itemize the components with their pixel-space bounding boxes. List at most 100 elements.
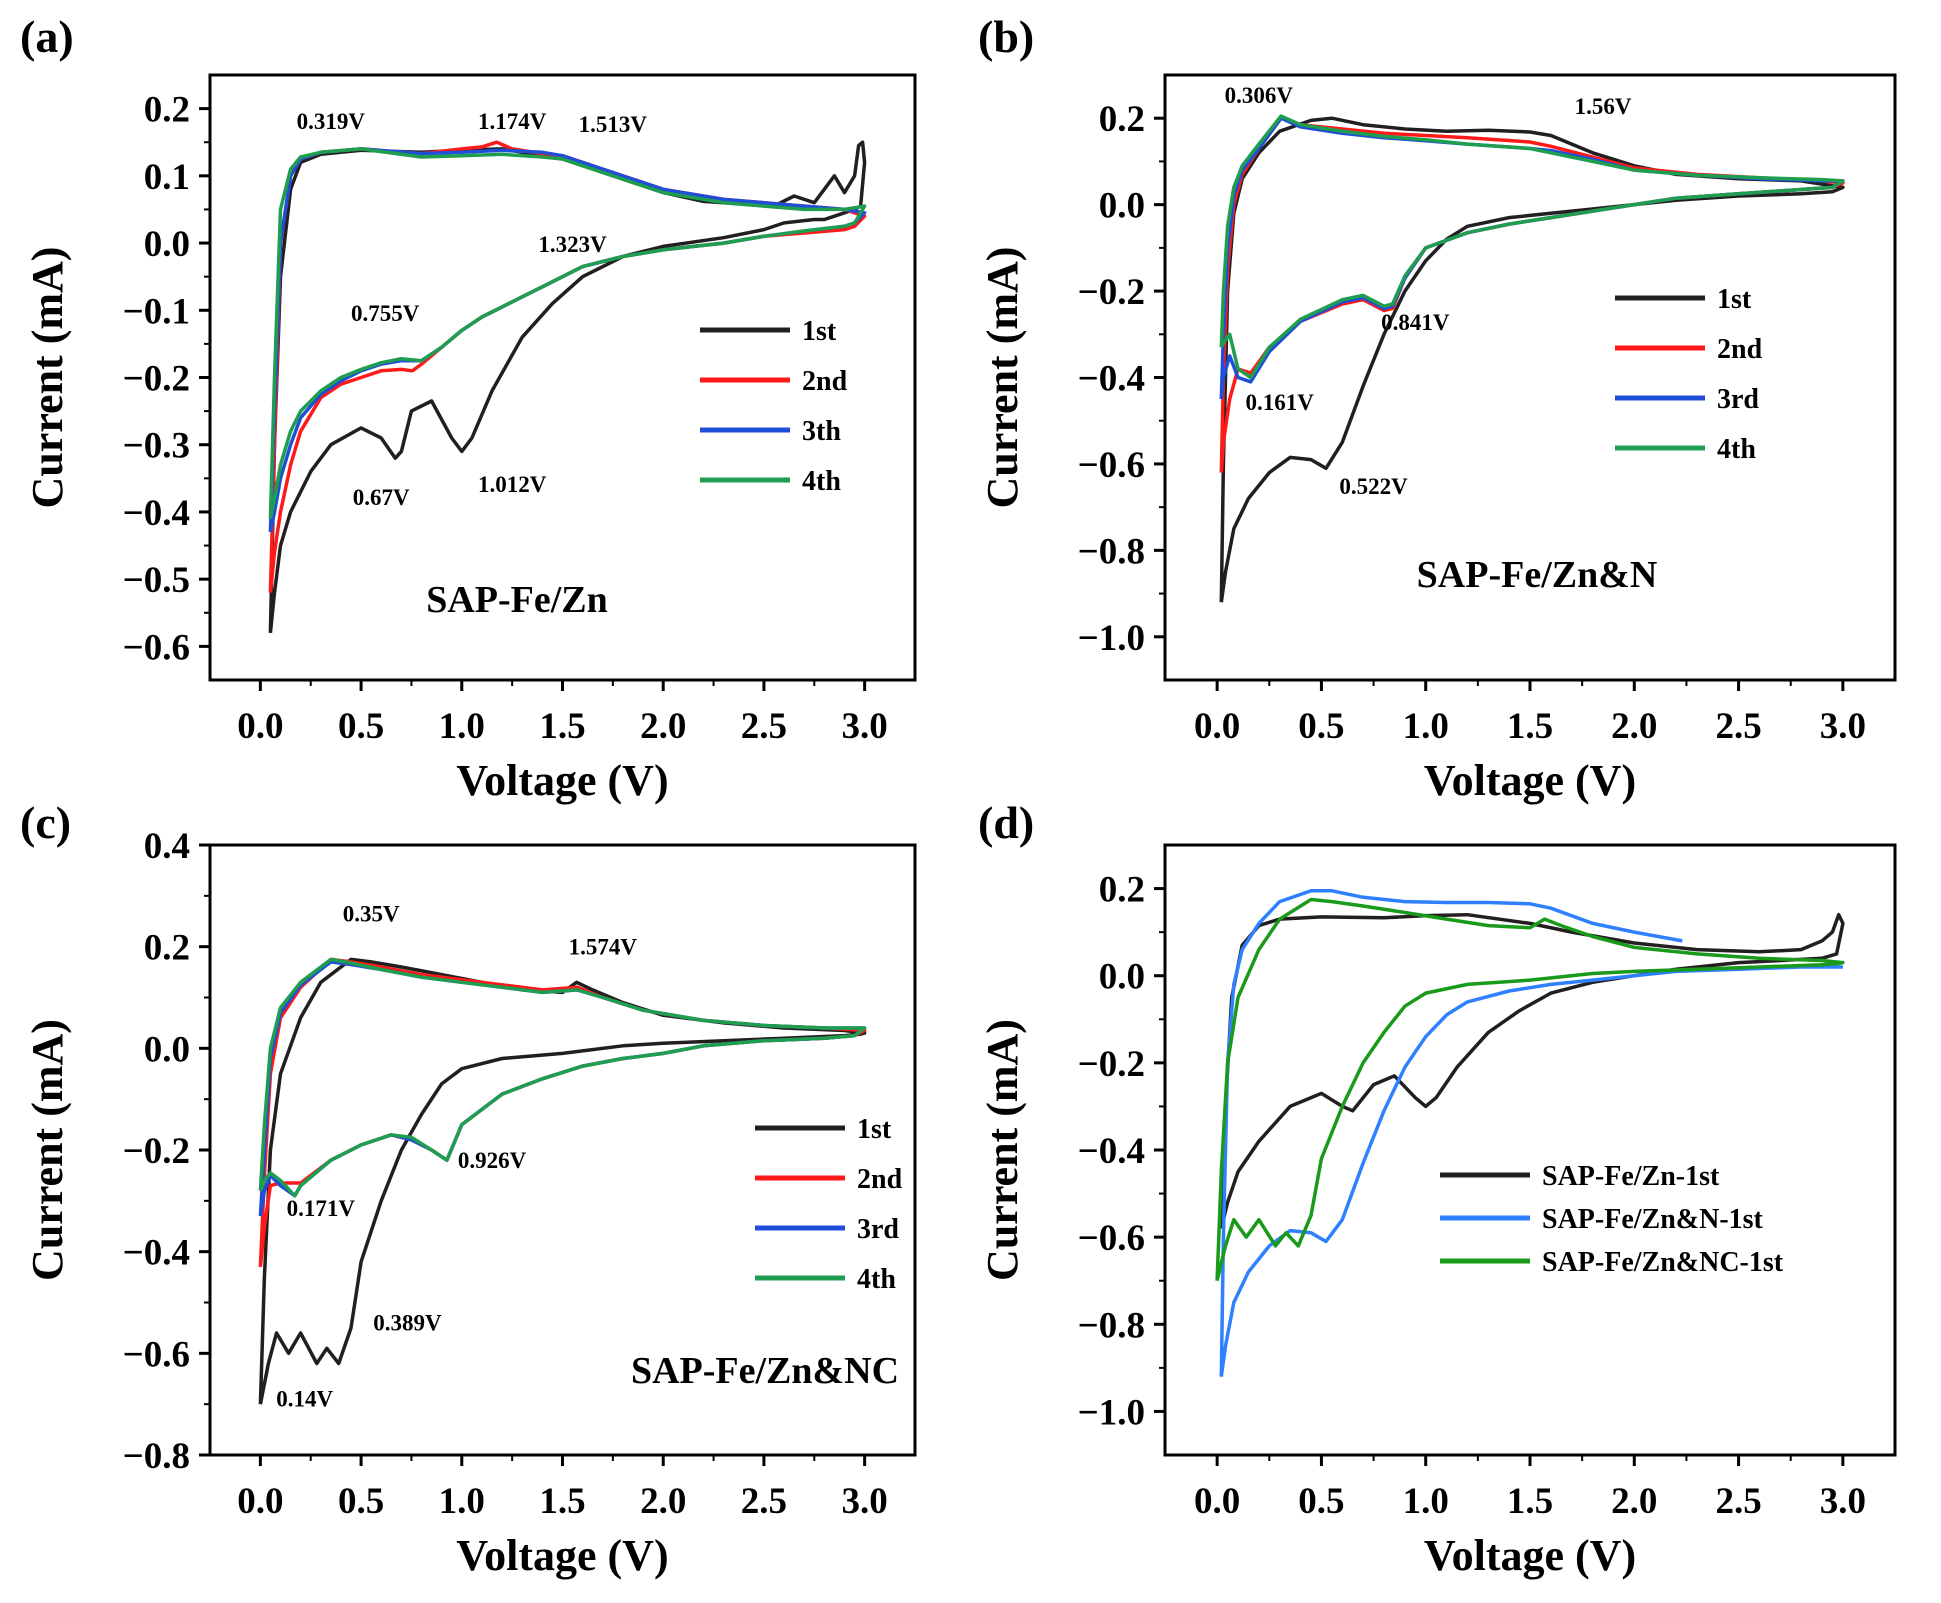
x-tick-label: 2.0 [640, 1481, 686, 1522]
x-axis-label: Voltage (V) [1424, 756, 1636, 805]
y-tick-label: −0.6 [123, 1334, 190, 1375]
y-tick-label: 0.4 [144, 826, 190, 867]
panel-label: (c) [20, 797, 71, 848]
legend-label: 3rd [857, 1214, 899, 1245]
legend-label: SAP-Fe/Zn-1st [1542, 1161, 1720, 1192]
x-tick-label: 2.0 [640, 706, 686, 747]
x-tick-label: 1.0 [1403, 706, 1449, 747]
legend-label: 3th [802, 416, 841, 447]
legend-label: SAP-Fe/Zn&NC-1st [1542, 1247, 1784, 1278]
peak-annotation: 0.522V [1339, 474, 1408, 499]
y-tick-label: −0.6 [123, 627, 190, 668]
x-tick-label: 1.5 [539, 1481, 585, 1522]
panel-a: 0.0 0.5 1.0 1.5 2.0 2.5 3.0 −0.6 −0.5 −0.4 −0.3 −0.… [20, 11, 917, 805]
x-tick-label: 3.0 [1820, 706, 1866, 747]
y-tick-label: 0.2 [144, 90, 190, 131]
peak-annotation: 1.012V [478, 472, 547, 497]
y-tick-label: −0.8 [1078, 1305, 1145, 1346]
x-tick-label: 0.5 [1298, 706, 1344, 747]
peak-annotation: 1.574V [569, 934, 638, 959]
series-line [1219, 114, 1845, 380]
sample-label: SAP-Fe/Zn&NC [631, 1350, 899, 1392]
x-tick-label: 2.0 [1611, 1481, 1657, 1522]
legend-label: 2nd [857, 1164, 903, 1195]
y-tick-label: −0.6 [1078, 1218, 1145, 1259]
peak-annotation: 0.14V [276, 1387, 333, 1412]
y-tick-label: −0.4 [1078, 1131, 1145, 1172]
x-tick-label: 2.0 [1611, 706, 1657, 747]
series-line [1219, 889, 1683, 1377]
y-tick-label: 0.2 [1099, 99, 1145, 140]
y-tick-label: 0.0 [144, 1029, 190, 1070]
y-tick-label: −0.5 [123, 560, 190, 601]
x-tick-label: 2.5 [741, 1481, 787, 1522]
series-line [268, 147, 867, 520]
legend-label: 4th [857, 1264, 896, 1295]
legend-label: 1st [802, 316, 837, 347]
x-tick-label: 1.0 [439, 706, 485, 747]
y-tick-label: 0.0 [1099, 957, 1145, 998]
series-line [1219, 116, 1845, 603]
x-tick-label: 0.0 [237, 1481, 283, 1522]
peak-annotation: 0.389V [373, 1310, 442, 1335]
x-axis-label: Voltage (V) [456, 756, 668, 805]
legend-label: 2nd [802, 366, 848, 397]
y-axis-label: Current (mA) [23, 247, 72, 509]
x-tick-label: 3.0 [1820, 1481, 1866, 1522]
y-tick-label: 0.2 [1099, 870, 1145, 911]
x-tick-label: 0.0 [1194, 706, 1240, 747]
x-tick-label: 1.0 [1403, 1481, 1449, 1522]
x-tick-label: 1.5 [1507, 1481, 1553, 1522]
peak-annotation: 0.841V [1381, 310, 1450, 335]
y-tick-label: −0.4 [1078, 359, 1145, 400]
y-tick-label: −1.0 [1078, 618, 1145, 659]
series-line [1219, 965, 1843, 1377]
x-tick-label: 3.0 [842, 1481, 888, 1522]
peak-annotation: 0.319V [297, 109, 366, 134]
panel-c: 0.0 0.5 1.0 1.5 2.0 2.5 3.0 −0.8 −0.6 −0.4 −0.2 0.0… [20, 797, 917, 1580]
peak-annotation: 0.67V [353, 485, 410, 510]
y-tick-label: 0.0 [1099, 186, 1145, 227]
x-tick-label: 0.5 [1298, 1481, 1344, 1522]
x-tick-label: 0.5 [338, 1481, 384, 1522]
y-tick-label: −0.8 [123, 1436, 190, 1477]
peak-annotation: 1.513V [579, 112, 648, 137]
peak-annotation: 0.755V [351, 301, 420, 326]
peak-annotation: 0.35V [343, 901, 400, 926]
x-tick-label: 1.0 [439, 1481, 485, 1522]
y-tick-label: −0.2 [1078, 272, 1145, 313]
series-line [268, 140, 867, 593]
panel-label: (b) [978, 11, 1034, 62]
y-tick-label: −0.4 [123, 1233, 190, 1274]
x-tick-label: 1.5 [539, 706, 585, 747]
peak-annotation: 1.174V [478, 109, 547, 134]
series-line [1219, 912, 1845, 1229]
x-tick-label: 3.0 [842, 706, 888, 747]
y-tick-label: −0.2 [123, 359, 190, 400]
y-tick-label: −0.6 [1078, 445, 1145, 486]
y-tick-label: −0.8 [1078, 531, 1145, 572]
y-tick-label: −0.3 [123, 426, 190, 467]
x-axis-label: Voltage (V) [1424, 1531, 1636, 1580]
y-tick-label: 0.1 [144, 157, 190, 198]
x-tick-label: 0.0 [1194, 1481, 1240, 1522]
legend-label: SAP-Fe/Zn&N-1st [1542, 1204, 1764, 1235]
y-tick-label: 0.0 [144, 224, 190, 265]
y-tick-label: −0.4 [123, 493, 190, 534]
series-line [268, 140, 867, 634]
y-axis-label: Current (mA) [978, 247, 1027, 509]
panel-b: 0.0 0.5 1.0 1.5 2.0 2.5 3.0 −1.0 −0.8 −0.6 −0.4 −0.… [978, 11, 1897, 805]
panel-label: (a) [20, 11, 74, 62]
legend-label: 3rd [1717, 384, 1759, 415]
peak-annotation: 0.306V [1225, 83, 1294, 108]
y-tick-label: −0.1 [123, 291, 190, 332]
sample-label: SAP-Fe/Zn&N [1417, 554, 1658, 596]
y-axis-label: Current (mA) [23, 1019, 72, 1281]
panel-label: (d) [978, 797, 1034, 848]
x-tick-label: 0.5 [338, 706, 384, 747]
y-tick-label: 0.2 [144, 928, 190, 969]
legend-label: 4th [802, 466, 841, 497]
peak-annotation: 0.926V [458, 1148, 527, 1173]
y-tick-label: −0.2 [123, 1131, 190, 1172]
